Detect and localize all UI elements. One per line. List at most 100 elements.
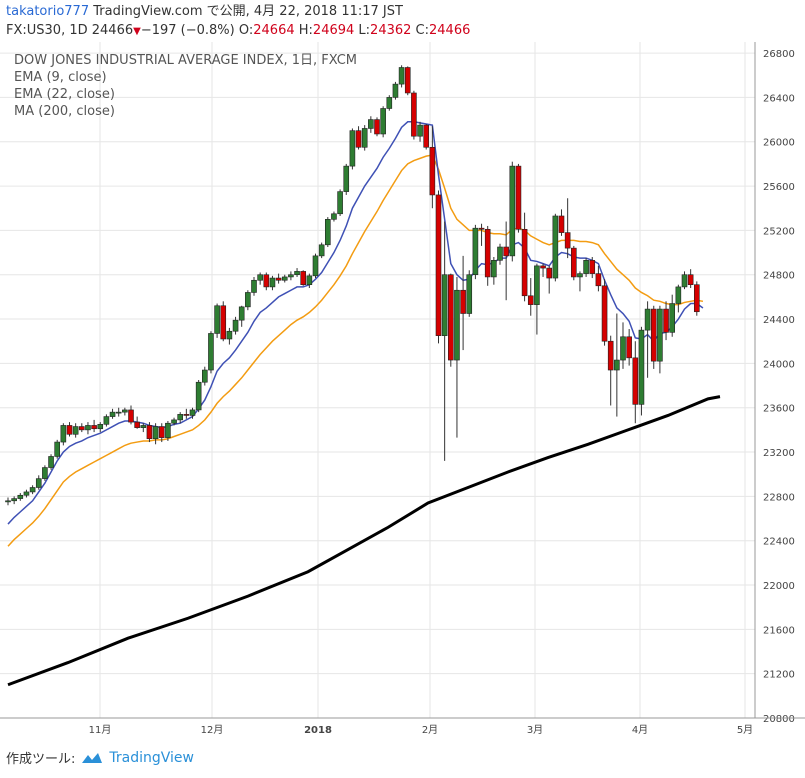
candle-body (251, 279, 257, 293)
price-change: −197 (−0.8%) (140, 23, 235, 38)
candle-body (527, 295, 534, 305)
candle-body (312, 255, 319, 277)
legend-ema22[interactable]: EMA (22, close) (14, 87, 115, 102)
candle-body (294, 271, 300, 276)
author-link[interactable]: takatorio777 (6, 4, 90, 19)
candle-body (140, 425, 147, 428)
candle-body (491, 260, 497, 278)
candle-body (177, 414, 183, 421)
high-label: H: (298, 23, 313, 38)
symbol-title: DOW JONES INDUSTRIAL AVERAGE INDEX, 1日, … (14, 53, 358, 68)
candle-body (546, 267, 553, 279)
candle-body (54, 441, 61, 457)
candle-body (269, 277, 276, 288)
down-arrow-icon: ▼ (133, 26, 141, 37)
candle-body (583, 260, 589, 274)
candle-body (663, 308, 669, 333)
candle-body (257, 274, 263, 281)
candle-body (171, 419, 177, 424)
candle-body (570, 247, 577, 278)
candle-body (220, 305, 227, 340)
candle-body (72, 426, 79, 435)
made-with-label: 作成ツール: (6, 752, 76, 767)
candle-body (48, 456, 54, 468)
candle-body (158, 426, 165, 438)
candle-body (245, 292, 251, 308)
candle-body (601, 285, 608, 342)
candle-body (472, 227, 479, 276)
candle-body (17, 494, 24, 499)
candle-body (484, 228, 491, 278)
candle-body (238, 306, 245, 321)
x-tick-label: 2018 (304, 725, 332, 736)
ema9-line (7, 121, 704, 525)
candle-body (552, 215, 559, 279)
candle-body (478, 227, 485, 230)
low-label: L: (358, 23, 371, 38)
footer: 作成ツール: TradingView (6, 748, 194, 768)
candle-body (558, 215, 565, 233)
candle-body (122, 409, 128, 413)
candle-body (97, 424, 104, 430)
candle-body (411, 92, 417, 137)
candle-body (324, 219, 331, 246)
y-tick-label: 26800 (763, 49, 795, 60)
candle-body (331, 213, 337, 220)
candle-body (195, 381, 202, 411)
candle-body (423, 124, 430, 148)
candle-body (128, 409, 134, 423)
candle-body (515, 165, 522, 230)
y-tick-label: 24000 (763, 359, 795, 370)
y-tick-label: 22800 (763, 492, 795, 503)
tradingview-link[interactable]: TradingView (109, 749, 194, 766)
candle-body (91, 425, 97, 430)
candle-body (208, 333, 214, 371)
price-chart[interactable]: 20800 21200 21600 22000 22400 22800 23200 23600… (0, 42, 805, 742)
legend-ema9[interactable]: EMA (9, close) (14, 70, 107, 85)
y-tick-label: 22400 (763, 537, 795, 548)
candle-body (300, 271, 307, 285)
candle-body (620, 336, 626, 361)
y-tick-label: 22000 (763, 581, 795, 592)
y-tick-label: 26000 (763, 138, 795, 149)
candle-body (152, 426, 159, 440)
candle-body (509, 165, 516, 257)
candle-body (361, 128, 368, 148)
candle-body (392, 83, 399, 98)
candle-body (693, 284, 700, 313)
candle-body (85, 425, 91, 431)
candle-body (447, 274, 454, 361)
y-tick-label: 23200 (763, 448, 795, 459)
symbol-label: FX:US30, 1D (6, 23, 88, 38)
candle-body (626, 336, 632, 359)
candle-body (189, 409, 196, 416)
y-tick-label: 20800 (763, 714, 795, 725)
x-tick-label: 3月 (527, 724, 543, 736)
y-tick-label: 21600 (763, 625, 795, 636)
ema22-line (7, 154, 704, 547)
candle-body (226, 330, 233, 340)
candle-body (404, 67, 411, 94)
indicator-legend: DOW JONES INDUSTRIAL AVERAGE INDEX, 1日, … (14, 52, 357, 120)
candle-body (435, 194, 442, 336)
candle-body (115, 411, 122, 414)
candle-body (79, 426, 85, 431)
chart-area[interactable]: 20800 21200 21600 22000 22400 22800 23200 23600… (0, 42, 805, 742)
candle-body (503, 246, 509, 257)
candle-body (343, 165, 350, 192)
legend-ma200[interactable]: MA (200, close) (14, 104, 115, 119)
ma200-line (7, 395, 721, 687)
publish-line: takatorio777 TradingView.com で公開, 4月 22,… (6, 2, 470, 21)
candle-body (23, 491, 30, 496)
candle-body (681, 274, 688, 288)
candle-body (134, 421, 140, 428)
ohlc-line: FX:US30, 1D 24466▼−197 (−0.8%) O:24664 H… (6, 21, 470, 41)
candle-body (632, 357, 639, 405)
chart-header: takatorio777 TradingView.com で公開, 4月 22,… (6, 2, 470, 41)
candle-body (355, 130, 362, 148)
candle-body (386, 97, 393, 109)
candle-body (380, 108, 386, 135)
candle-body (146, 425, 153, 440)
candle-body (165, 422, 171, 438)
close-value: 24466 (429, 23, 471, 38)
